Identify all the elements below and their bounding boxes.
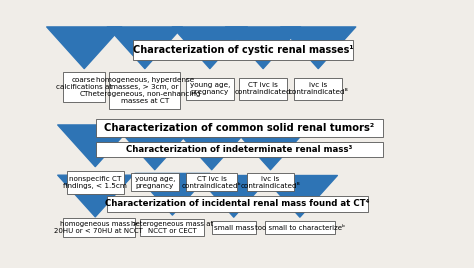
FancyBboxPatch shape: [294, 77, 342, 100]
FancyArrowPatch shape: [226, 27, 301, 69]
Text: young age,
pregnancy: young age, pregnancy: [190, 82, 230, 95]
Text: coarse
calcifications at
CT: coarse calcifications at CT: [56, 77, 112, 97]
Text: young age,
pregnancy: young age, pregnancy: [135, 176, 175, 189]
FancyArrowPatch shape: [233, 128, 308, 170]
FancyArrowPatch shape: [196, 176, 271, 217]
Text: ivc is
contraindicatedᴮ: ivc is contraindicatedᴮ: [240, 176, 301, 189]
FancyArrowPatch shape: [263, 176, 337, 217]
FancyBboxPatch shape: [239, 77, 287, 100]
FancyArrowPatch shape: [135, 173, 210, 215]
FancyArrowPatch shape: [58, 125, 133, 167]
FancyBboxPatch shape: [131, 173, 179, 191]
FancyBboxPatch shape: [63, 218, 135, 237]
FancyBboxPatch shape: [66, 172, 124, 194]
FancyBboxPatch shape: [96, 119, 383, 137]
FancyBboxPatch shape: [63, 72, 105, 102]
Text: too small to characterizeᵇ: too small to characterizeᵇ: [255, 225, 345, 230]
Text: CT ivc is
contraindicatedᵇ: CT ivc is contraindicatedᵇ: [182, 176, 242, 189]
FancyBboxPatch shape: [96, 142, 383, 157]
FancyArrowPatch shape: [117, 128, 192, 170]
FancyArrowPatch shape: [173, 27, 247, 69]
Text: CT ivc is
contraindicated: CT ivc is contraindicated: [235, 82, 292, 95]
FancyBboxPatch shape: [265, 221, 335, 234]
Text: ivc is
contraindicatedᴮ: ivc is contraindicatedᴮ: [288, 82, 348, 95]
Text: Characterization of incidental renal mass found at CT⁴: Characterization of incidental renal mas…: [105, 199, 370, 209]
FancyArrowPatch shape: [107, 27, 182, 69]
Text: heterogeneous mass at
NCCT or CECT: heterogeneous mass at NCCT or CECT: [131, 221, 213, 234]
Text: Characterization of cystic renal masses¹: Characterization of cystic renal masses¹: [133, 45, 353, 55]
FancyBboxPatch shape: [107, 196, 368, 212]
FancyBboxPatch shape: [109, 72, 181, 109]
FancyBboxPatch shape: [186, 77, 234, 100]
Text: Characterization of common solid renal tumors²: Characterization of common solid renal t…: [104, 123, 374, 133]
FancyArrowPatch shape: [281, 27, 356, 69]
Text: homogeneous, hyperdense
masses, > 3cm, or
heterogeneous, non-enhancing
masses at: homogeneous, hyperdense masses, > 3cm, o…: [89, 77, 201, 104]
FancyBboxPatch shape: [212, 221, 256, 234]
Text: homogeneous mass >
20HU or < 70HU at NCCT: homogeneous mass > 20HU or < 70HU at NCC…: [55, 221, 143, 234]
FancyBboxPatch shape: [133, 40, 353, 60]
FancyBboxPatch shape: [246, 173, 294, 191]
Text: Characterization of indeterminate renal mass³: Characterization of indeterminate renal …: [126, 145, 353, 154]
FancyBboxPatch shape: [186, 173, 237, 191]
Text: nonspecific CT
findings, < 1.5cm: nonspecific CT findings, < 1.5cm: [63, 176, 127, 189]
Text: small mass: small mass: [214, 225, 254, 230]
FancyArrowPatch shape: [47, 27, 122, 69]
FancyArrowPatch shape: [174, 128, 249, 170]
FancyBboxPatch shape: [140, 219, 204, 236]
FancyArrowPatch shape: [58, 175, 133, 217]
